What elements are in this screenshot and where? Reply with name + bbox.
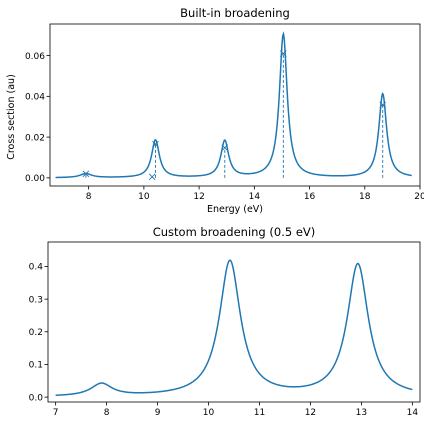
x-tick-label: 10: [203, 408, 215, 418]
plot-built-in-broadening: Built-in broadening Energy (eV) Cross se…: [6, 6, 424, 215]
y-tick-label: 0.2: [29, 328, 43, 338]
x-tick-label: 11: [254, 408, 265, 418]
x-tick-label: 14: [407, 408, 419, 418]
x-tick-label: 8: [86, 192, 92, 202]
x-tick-label: 20: [414, 192, 424, 202]
y-tick-label: 0.4: [29, 263, 44, 273]
x-tick-label: 14: [249, 192, 261, 202]
plot-frame: [49, 23, 421, 187]
stick-marker: [148, 173, 156, 181]
x-tick-label: 7: [53, 408, 59, 418]
x-axis-label: Energy (eV): [207, 204, 263, 215]
x-tick-label: 13: [356, 408, 367, 418]
x-tick-label: 8: [104, 408, 110, 418]
x-tick-label: 18: [359, 192, 371, 202]
y-tick-label: 0.00: [25, 174, 45, 184]
y-tick-label: 0.1: [29, 361, 43, 371]
y-tick-label: 0.0: [29, 393, 44, 403]
series-line: [55, 259, 413, 397]
x-tick-label: 12: [305, 408, 316, 418]
x-tick-label: 9: [155, 408, 161, 418]
y-tick-label: 0.06: [25, 52, 45, 62]
series-line: [55, 31, 412, 179]
x-tick-label: 12: [193, 192, 204, 202]
y-tick-label: 0.04: [25, 93, 45, 103]
plot-custom-broadening: Custom broadening (0.5 eV) 7 8 9 10 11 12 13 14…: [29, 225, 421, 418]
x-tick-label: 10: [138, 192, 150, 202]
chart-title: Custom broadening (0.5 eV): [153, 225, 316, 239]
x-tick-label: 16: [304, 192, 316, 202]
y-tick-label: 0.3: [29, 295, 43, 305]
y-tick-label: 0.02: [25, 133, 45, 143]
plot-frame: [47, 241, 421, 403]
chart-title: Built-in broadening: [180, 6, 290, 20]
y-axis-label: Cross section (au): [6, 74, 17, 160]
